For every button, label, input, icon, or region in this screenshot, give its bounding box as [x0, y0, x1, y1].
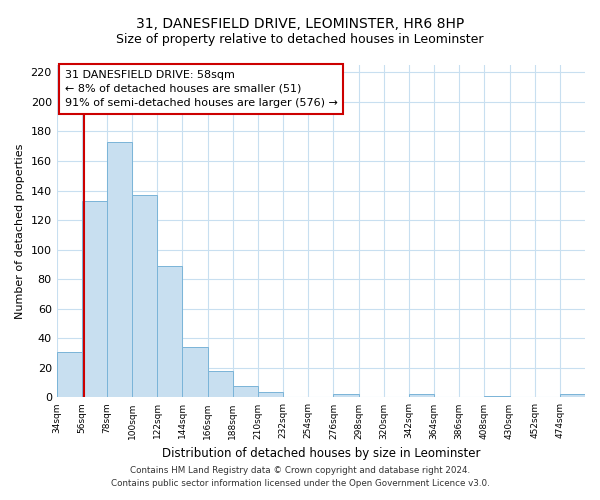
Text: 31, DANESFIELD DRIVE, LEOMINSTER, HR6 8HP: 31, DANESFIELD DRIVE, LEOMINSTER, HR6 8H…: [136, 18, 464, 32]
Bar: [233, 386, 258, 398]
Bar: [132, 195, 157, 398]
Bar: [409, 394, 434, 398]
Text: Contains HM Land Registry data © Crown copyright and database right 2024.
Contai: Contains HM Land Registry data © Crown c…: [110, 466, 490, 487]
Bar: [208, 371, 233, 398]
Bar: [182, 347, 208, 398]
Y-axis label: Number of detached properties: Number of detached properties: [15, 144, 25, 319]
X-axis label: Distribution of detached houses by size in Leominster: Distribution of detached houses by size …: [161, 447, 480, 460]
Bar: [258, 392, 283, 398]
Bar: [484, 396, 509, 398]
Bar: [334, 394, 359, 398]
Bar: [82, 201, 107, 398]
Bar: [560, 394, 585, 398]
Bar: [56, 352, 82, 398]
Bar: [107, 142, 132, 398]
Text: 31 DANESFIELD DRIVE: 58sqm
← 8% of detached houses are smaller (51)
91% of semi-: 31 DANESFIELD DRIVE: 58sqm ← 8% of detac…: [65, 70, 337, 108]
Bar: [157, 266, 182, 398]
Text: Size of property relative to detached houses in Leominster: Size of property relative to detached ho…: [116, 32, 484, 46]
